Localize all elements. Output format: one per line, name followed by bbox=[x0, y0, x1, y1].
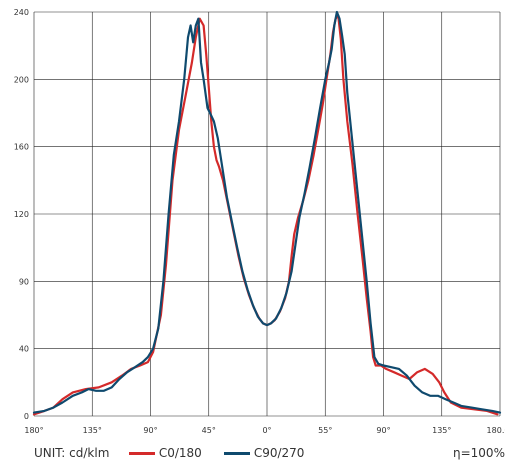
x-tick-label: 55° bbox=[318, 426, 332, 435]
x-tick-label: 180.0° bbox=[487, 426, 505, 435]
y-tick-label: 40 bbox=[19, 345, 29, 354]
chart-grid bbox=[33, 11, 501, 417]
legend-swatch-c0-180 bbox=[129, 452, 155, 455]
x-tick-label: 90° bbox=[376, 426, 390, 435]
y-tick-label: 120 bbox=[14, 210, 29, 219]
x-tick-label: 180° bbox=[24, 426, 43, 435]
x-tick-label: 90° bbox=[143, 426, 157, 435]
unit-label: UNIT: cd/klm bbox=[34, 446, 110, 460]
y-tick-label: 160 bbox=[14, 143, 29, 152]
legend-label-c0-180: C0/180 bbox=[158, 446, 202, 460]
light-distribution-chart: 0 40 90 120 160 200 240 180° 135° 90° 45° 0° 55° 90°… bbox=[14, 8, 505, 435]
y-axis-ticks: 0 40 90 120 160 200 240 bbox=[14, 8, 29, 421]
x-tick-label: 135° bbox=[432, 426, 451, 435]
legend-label-c90-270: C90/270 bbox=[253, 446, 305, 460]
y-tick-label: 90 bbox=[19, 277, 29, 286]
series-line-c90-270 bbox=[32, 10, 502, 414]
legend-entry-c0-180: C0/180 bbox=[129, 446, 202, 460]
series-line-c0-180 bbox=[32, 14, 499, 416]
y-tick-label: 0 bbox=[24, 412, 29, 421]
legend-swatch-c90-270 bbox=[224, 452, 250, 455]
x-tick-label: 0° bbox=[262, 426, 271, 435]
legend-entry-c90-270: C90/270 bbox=[224, 446, 304, 460]
y-tick-label: 240 bbox=[14, 8, 29, 17]
chart-series bbox=[32, 10, 502, 416]
y-tick-label: 200 bbox=[14, 75, 29, 84]
x-axis-ticks: 180° 135° 90° 45° 0° 55° 90° 135° 180.0° bbox=[24, 426, 505, 435]
x-tick-label: 135° bbox=[83, 426, 102, 435]
efficiency-label: η=100% bbox=[453, 446, 505, 460]
legend: UNIT: cd/klm C0/180 C90/270 η=100% bbox=[0, 446, 505, 466]
x-tick-label: 45° bbox=[202, 426, 216, 435]
